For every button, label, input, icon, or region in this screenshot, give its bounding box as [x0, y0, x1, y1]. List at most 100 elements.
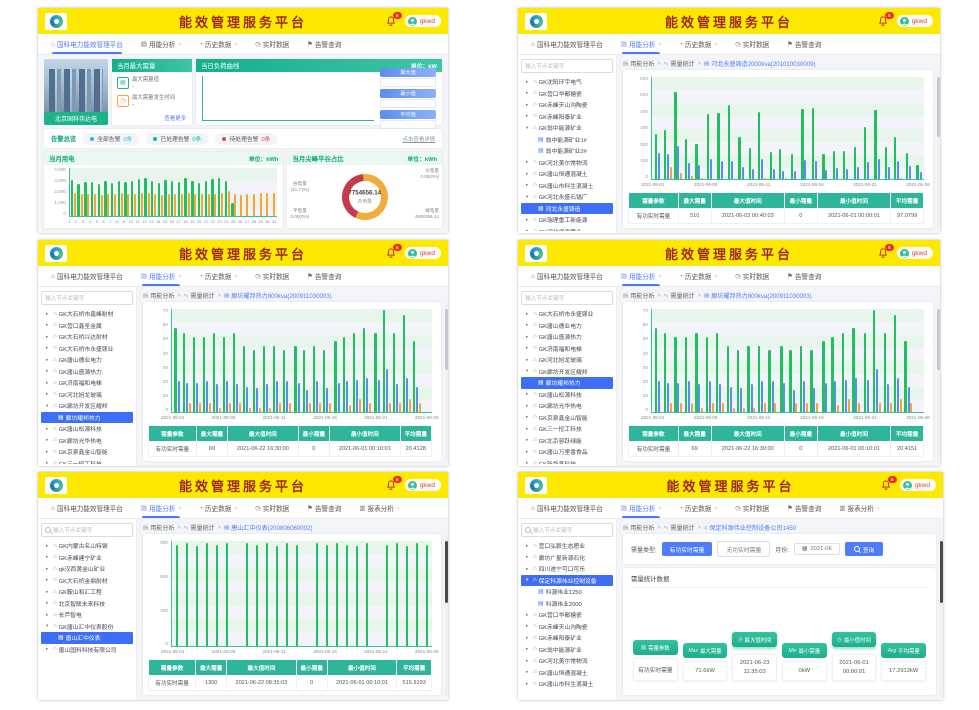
tree-toggle-icon[interactable]: ▸: [526, 542, 529, 548]
tree-node[interactable]: ▸ ⌂ GK河北旭龙玻璃: [521, 354, 613, 366]
nav-item-history[interactable]: ◔ 历史数据 ˅: [190, 34, 246, 54]
view-more-link[interactable]: 查看更多: [164, 116, 186, 122]
nav-item-analysis[interactable]: ▤ 用能分析 ˅: [132, 498, 190, 518]
tree-node[interactable]: ▸ ⌂ GK营口华都搪瓷: [521, 88, 613, 100]
tree-toggle-icon[interactable]: ▸: [46, 460, 49, 464]
tree-leaf[interactable]: ▤ 廊坊耀邦热力: [521, 377, 613, 389]
tree-node[interactable]: ▸ ⌂ GK唐山松源科技: [521, 389, 613, 401]
nav-item-home[interactable]: ⌂ 国科电力能效管理平台: [522, 266, 612, 286]
nav-item-analysis[interactable]: ▤ 用能分析 ˅: [132, 266, 190, 286]
nav-item-alarm[interactable]: ⚑ 告警查询: [298, 498, 350, 518]
tree-node[interactable]: ▸ ⌂ GK唐山恒通混凝土: [521, 667, 613, 679]
nav-item-realtime[interactable]: ◷ 实时数据: [246, 34, 298, 54]
notification-bell-icon[interactable]: 6: [877, 243, 894, 260]
node-search-input[interactable]: 输入节点关键字: [521, 523, 613, 537]
tree-node[interactable]: ▸ ⌂ GK大石桥金鼎耐材: [41, 575, 133, 587]
tree-toggle-icon[interactable]: ▾: [526, 577, 529, 583]
query-button[interactable]: 查询: [844, 542, 884, 556]
tree-node[interactable]: ▸ ⌂ 营口弘毅生态肥业: [521, 540, 613, 552]
breadcrumb-item[interactable]: ▤ 用能分析: [623, 291, 655, 301]
tree-toggle-icon[interactable]: ▸: [526, 634, 529, 640]
tree-toggle-icon[interactable]: ▾: [46, 623, 49, 629]
tree-node[interactable]: ▸ ⌂ GK唐山盛源热力: [41, 366, 133, 378]
breadcrumb-item[interactable]: ▤ 用能分析: [143, 523, 175, 533]
tree-toggle-icon[interactable]: ▸: [526, 565, 529, 571]
breadcrumb-item[interactable]: ▤ 唐山汇中仪表(200806060002): [224, 523, 313, 533]
tree-node[interactable]: ▾ ⌂ GK翁中能源矿业: [521, 122, 613, 134]
tree-toggle-icon[interactable]: ▾: [526, 124, 529, 130]
tree-node[interactable]: ▸ ⌂ GK翁中能源矿业: [521, 644, 613, 656]
tree-node[interactable]: ▸ ⌂GK新华鑫科技: [521, 458, 613, 464]
tree-node[interactable]: ▸ ⌂ GK营口鑫圣金属: [41, 320, 133, 332]
tree-node[interactable]: ▸ ⌂ GK河北旭龙玻璃: [41, 389, 133, 401]
notification-bell-icon[interactable]: 6: [877, 11, 894, 28]
tree-toggle-icon[interactable]: ▸: [526, 113, 529, 119]
tree-node[interactable]: ▸ ⌂ GK京泉鑫金山智能: [41, 446, 133, 458]
tree-toggle-icon[interactable]: ▸: [526, 216, 529, 222]
notification-bell-icon[interactable]: 6: [385, 11, 402, 28]
tree-node[interactable]: ▸ ⌂ GK内蒙古名山特钢: [41, 540, 133, 552]
tree-toggle-icon[interactable]: ▸: [526, 182, 529, 188]
nav-item-history[interactable]: ◔ 历史数据 ˅: [190, 498, 246, 518]
tree-node[interactable]: ▸ ⌂ GK济南福和电梯: [41, 377, 133, 389]
tree-toggle-icon[interactable]: ▸: [46, 391, 49, 397]
tree-toggle-icon[interactable]: ▸: [526, 437, 529, 443]
tree-node[interactable]: ▸ ⌂ GK唐山市科生混凝土: [521, 180, 613, 192]
tree-toggle-icon[interactable]: ▸: [46, 448, 49, 454]
breadcrumb-item[interactable]: ∿ 需量统计: [664, 59, 695, 69]
nav-item-history[interactable]: ◔ 历史数据 ˅: [670, 266, 726, 286]
user-menu[interactable]: gkwd: [896, 247, 933, 259]
tree-toggle-icon[interactable]: ▸: [46, 565, 49, 571]
tree-node[interactable]: ▸ ⌂ GK唐山德业电力: [41, 354, 133, 366]
tree-toggle-icon[interactable]: ▸: [46, 345, 49, 351]
tree-node[interactable]: ▸ ⌂ GK赤峰天山沟陶瓷: [521, 99, 613, 111]
tree-toggle-icon[interactable]: ▸: [46, 600, 49, 606]
scrollbar[interactable]: [445, 535, 448, 696]
tree-toggle-icon[interactable]: ▸: [526, 425, 529, 431]
tree-node[interactable]: ▸ ⌂ GK唐山德业电力: [521, 320, 613, 332]
tree-node[interactable]: ▸ ⌂ qk汉西黄金山矿业: [41, 563, 133, 575]
tree-toggle-icon[interactable]: ▸: [526, 448, 529, 454]
tree-leaf[interactable]: ▤ 科源伟业1250: [521, 586, 613, 598]
tree-node[interactable]: ▸ ⌂ GK沈阳环宇电气: [521, 76, 613, 88]
tree-node[interactable]: ▸ ⌂ GK大石桥市鑫峰耐材: [41, 308, 133, 320]
tree-toggle-icon[interactable]: ▸: [526, 101, 529, 107]
tree-toggle-icon[interactable]: ▸: [46, 333, 49, 339]
demand-type-option-1[interactable]: 无功实时需量: [717, 541, 771, 557]
tree-leaf[interactable]: ▤ 河北永盛铸造: [521, 202, 613, 214]
tree-node[interactable]: ▸ ⌂ GK赤峰阳泰矿业: [521, 111, 613, 123]
nav-item-realtime[interactable]: ◷ 实时数据: [246, 498, 298, 518]
tree-toggle-icon[interactable]: ▸: [526, 310, 529, 316]
scrollbar[interactable]: [937, 303, 940, 462]
breadcrumb-item[interactable]: ∿ 需量统计: [664, 291, 695, 301]
user-menu[interactable]: gkwd: [404, 15, 441, 27]
nav-item-history[interactable]: ◔ 历史数据 ˅: [190, 266, 246, 286]
tree-node[interactable]: ▸ ⌂ GK大石桥兴达耐材: [41, 331, 133, 343]
nav-item-home[interactable]: ⌂ 国科电力能效管理平台: [42, 266, 132, 286]
node-search-input[interactable]: 输入节点关键字: [41, 291, 133, 305]
tree-toggle-icon[interactable]: ▸: [46, 379, 49, 385]
tree-node[interactable]: ▸ ⌂ GK赤峰阳泰矿业: [521, 632, 613, 644]
tree-node[interactable]: ▸ ⌂ GK大石桥市永盛镁业: [521, 308, 613, 320]
scrollbar[interactable]: [445, 303, 448, 462]
tree-toggle-icon[interactable]: ▸: [526, 78, 529, 84]
user-menu[interactable]: gkwd: [896, 15, 933, 27]
notification-bell-icon[interactable]: 6: [385, 475, 402, 492]
tree-toggle-icon[interactable]: ▸: [526, 322, 529, 328]
tree-leaf[interactable]: ▤ 廊坊耀邦热力: [41, 411, 133, 423]
tree-node[interactable]: ▸ ⌂ 唐山国科科技有限公司: [41, 644, 133, 656]
scrollbar[interactable]: [937, 71, 940, 229]
tree-node[interactable]: ▾ ⌂ 保定科源伟业控制设备: [521, 574, 613, 586]
nav-item-home[interactable]: ⌂ 国科电力能效管理平台: [522, 498, 612, 518]
nav-item-history[interactable]: ◔ 历史数据 ˅: [670, 34, 726, 54]
tree-toggle-icon[interactable]: ▸: [526, 333, 529, 339]
tree-node[interactable]: ▸ ⌂ GK大石桥市永盛镁业: [41, 343, 133, 355]
nav-item-realtime[interactable]: ◷ 实时数据: [726, 34, 778, 54]
nav-item-analysis[interactable]: ▤ 用能分析 ˅: [612, 266, 670, 286]
nav-item-alarm[interactable]: ⚑ 告警查询: [298, 34, 350, 54]
tree-node[interactable]: ▸ ⌂ GK北京容跃绿能: [521, 435, 613, 447]
tree-toggle-icon[interactable]: ▸: [526, 170, 529, 176]
tree-toggle-icon[interactable]: ▸: [46, 646, 49, 652]
alarm-filter-pending[interactable]: 待处理告警 0条: [215, 132, 278, 145]
breadcrumb-item[interactable]: ▤ 用能分析: [143, 291, 175, 301]
